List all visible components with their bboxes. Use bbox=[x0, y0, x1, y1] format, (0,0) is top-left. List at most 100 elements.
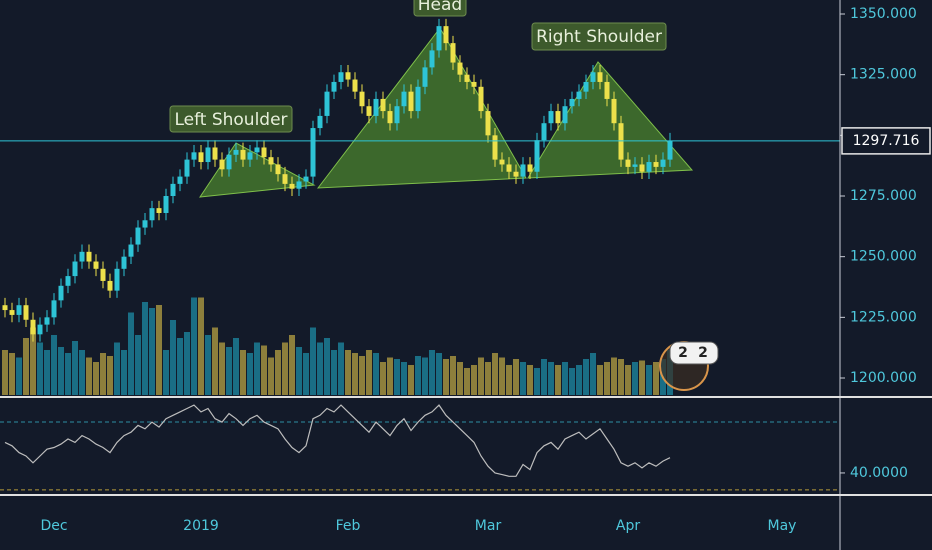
candle-body bbox=[135, 227, 141, 245]
volume-bar bbox=[541, 359, 547, 395]
candle-body bbox=[324, 91, 330, 116]
candle-body bbox=[394, 106, 400, 124]
volume-bar bbox=[303, 353, 309, 395]
volume-bar bbox=[212, 327, 218, 395]
candle-body bbox=[555, 111, 561, 124]
volume-bar bbox=[429, 350, 435, 395]
candle-body bbox=[541, 123, 547, 141]
candle-body bbox=[667, 140, 673, 160]
volume-bar bbox=[625, 365, 631, 395]
volume-bar bbox=[219, 342, 225, 395]
candle-body bbox=[380, 98, 386, 112]
candle-body bbox=[401, 91, 407, 107]
volume-bar bbox=[436, 353, 442, 395]
candle-body bbox=[128, 244, 134, 257]
candle-body bbox=[205, 147, 211, 163]
candle-body bbox=[303, 176, 309, 182]
volume-bar bbox=[338, 342, 344, 395]
candle-body bbox=[233, 149, 239, 155]
annotation-layer: Left Shoulder Head Right Shoulder bbox=[169, 0, 667, 133]
candle-body bbox=[506, 164, 512, 172]
candle-body bbox=[163, 196, 169, 213]
volume-bar bbox=[114, 342, 120, 395]
candle-body bbox=[639, 164, 645, 172]
volume-bar bbox=[331, 350, 337, 395]
annotation-box bbox=[531, 22, 667, 51]
candle-body bbox=[184, 159, 190, 177]
volume-bar bbox=[478, 357, 484, 395]
candle-body bbox=[590, 72, 596, 82]
volume-bar bbox=[352, 353, 358, 395]
candle-body bbox=[429, 50, 435, 68]
volume-bar bbox=[107, 356, 113, 395]
volume-bar bbox=[65, 353, 71, 395]
volume-bar bbox=[310, 327, 316, 395]
candle-body bbox=[317, 115, 323, 129]
y-tick-label: 1350.000 bbox=[850, 6, 917, 22]
volume-layer bbox=[2, 297, 673, 395]
candle-body bbox=[660, 159, 666, 167]
candle-body bbox=[366, 106, 372, 116]
candle-body bbox=[387, 111, 393, 124]
volume-bar bbox=[240, 350, 246, 395]
volume-bar bbox=[534, 368, 540, 395]
badge-label: 2 bbox=[698, 345, 708, 361]
candle-body bbox=[247, 152, 253, 160]
volume-bar bbox=[618, 359, 624, 395]
volume-bar bbox=[464, 368, 470, 395]
x-tick-label: Dec bbox=[40, 518, 67, 534]
candle-body bbox=[37, 324, 43, 335]
volume-bar bbox=[324, 338, 330, 395]
volume-bar bbox=[345, 350, 351, 395]
y-tick-label: 1325.000 bbox=[850, 67, 917, 83]
candle-body bbox=[562, 106, 568, 124]
candle-body bbox=[443, 26, 449, 44]
candle-body bbox=[156, 208, 162, 213]
candle-body bbox=[583, 81, 589, 92]
rsi-line bbox=[4, 404, 671, 477]
volume-bar bbox=[590, 353, 596, 395]
annotation: Head bbox=[418, 0, 462, 15]
volume-bar bbox=[51, 335, 57, 395]
volume-bar bbox=[16, 357, 22, 395]
candle-body bbox=[261, 147, 267, 158]
volume-bar bbox=[198, 297, 204, 395]
candle-body bbox=[611, 98, 617, 124]
volume-bar bbox=[604, 362, 610, 395]
candle-body bbox=[296, 181, 302, 189]
volume-bar bbox=[513, 359, 519, 395]
candle-layer bbox=[0, 18, 840, 342]
last-price-label: 1297.716 bbox=[853, 133, 920, 149]
volume-bar bbox=[58, 347, 64, 395]
volume-bar bbox=[506, 365, 512, 395]
candle-body bbox=[492, 135, 498, 160]
candle-body bbox=[373, 98, 379, 116]
candle-body bbox=[254, 147, 260, 153]
candle-body bbox=[352, 79, 358, 92]
volume-bar bbox=[548, 362, 554, 395]
candle-body bbox=[79, 251, 85, 262]
candle-body bbox=[149, 208, 155, 221]
volume-bar bbox=[2, 350, 8, 395]
candle-body bbox=[72, 261, 78, 277]
candle-body bbox=[527, 164, 533, 172]
annotation-box bbox=[413, 0, 467, 17]
volume-bar bbox=[317, 342, 323, 395]
badge-label: 2 bbox=[678, 345, 688, 361]
volume-bar bbox=[597, 365, 603, 395]
volume-bar bbox=[394, 359, 400, 395]
y-tick-label: 1275.000 bbox=[850, 188, 917, 204]
candle-body bbox=[289, 183, 295, 189]
candle-body bbox=[30, 319, 36, 335]
candle-body bbox=[44, 317, 50, 325]
volume-bar bbox=[499, 357, 505, 395]
volume-bar bbox=[611, 357, 617, 395]
candle-body bbox=[345, 72, 351, 80]
volume-bar bbox=[254, 342, 260, 395]
volume-bar bbox=[184, 332, 190, 395]
badge-box bbox=[669, 341, 719, 365]
candle-body bbox=[212, 147, 218, 160]
candle-body bbox=[177, 176, 183, 184]
volume-bar bbox=[492, 353, 498, 395]
volume-bar bbox=[415, 356, 421, 395]
